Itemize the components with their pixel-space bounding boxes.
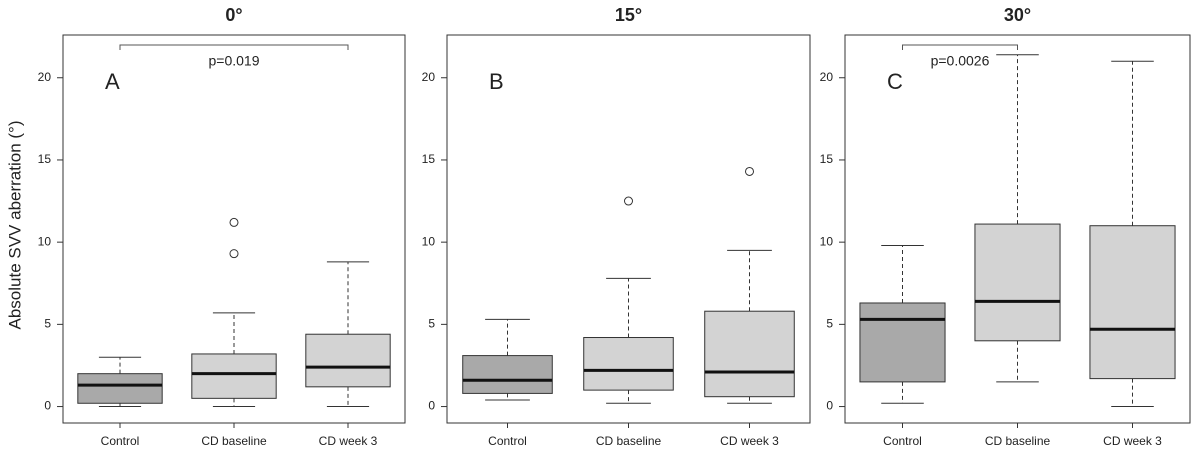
x-tick-label: CD week 3 (319, 434, 378, 448)
significance-label: p=0.0026 (931, 53, 990, 69)
box (583, 337, 674, 391)
significance-label: p=0.019 (209, 53, 260, 69)
x-tick-label: Control (488, 434, 527, 448)
y-tick-label: 20 (38, 70, 52, 84)
significance-bracket (119, 44, 349, 50)
plot-frame (446, 34, 811, 424)
x-tick-label: CD baseline (201, 434, 267, 448)
significance-bracket (902, 44, 1018, 50)
y-tick-label: 0 (826, 399, 833, 413)
x-tick-label: CD week 3 (1103, 434, 1162, 448)
plot-frame (844, 34, 1191, 424)
y-tick-label: 10 (820, 234, 834, 248)
box (859, 302, 946, 383)
y-tick-label: 10 (422, 234, 436, 248)
panel-label: A (105, 69, 120, 94)
y-tick-label: 5 (428, 317, 435, 331)
box (191, 353, 277, 399)
y-axis-label: Absolute SVV aberration (°) (5, 120, 24, 329)
panel-label: C (887, 69, 903, 94)
y-tick-label: 20 (820, 70, 834, 84)
panel-title: 0° (225, 5, 242, 25)
box (462, 355, 553, 394)
box (1089, 225, 1176, 380)
plot-frame (62, 34, 406, 424)
box (704, 310, 795, 398)
y-tick-label: 5 (826, 317, 833, 331)
x-tick-label: CD week 3 (720, 434, 779, 448)
panel-label: B (489, 69, 504, 94)
box (305, 333, 391, 388)
y-tick-label: 10 (38, 234, 52, 248)
x-tick-label: Control (883, 434, 922, 448)
x-tick-label: CD baseline (596, 434, 662, 448)
x-tick-label: CD baseline (985, 434, 1051, 448)
y-tick-label: 20 (422, 70, 436, 84)
y-tick-label: 15 (422, 152, 436, 166)
y-tick-label: 15 (38, 152, 52, 166)
outlier (229, 217, 239, 227)
panel-title: 15° (615, 5, 642, 25)
y-tick-label: 15 (820, 152, 834, 166)
y-tick-label: 0 (428, 399, 435, 413)
x-tick-label: Control (101, 434, 140, 448)
box (77, 373, 163, 404)
y-tick-label: 5 (44, 317, 51, 331)
outlier (229, 249, 239, 259)
panel-title: 30° (1004, 5, 1031, 25)
y-tick-label: 0 (44, 399, 51, 413)
outlier (745, 166, 754, 176)
outlier (624, 196, 633, 206)
box (974, 223, 1061, 342)
